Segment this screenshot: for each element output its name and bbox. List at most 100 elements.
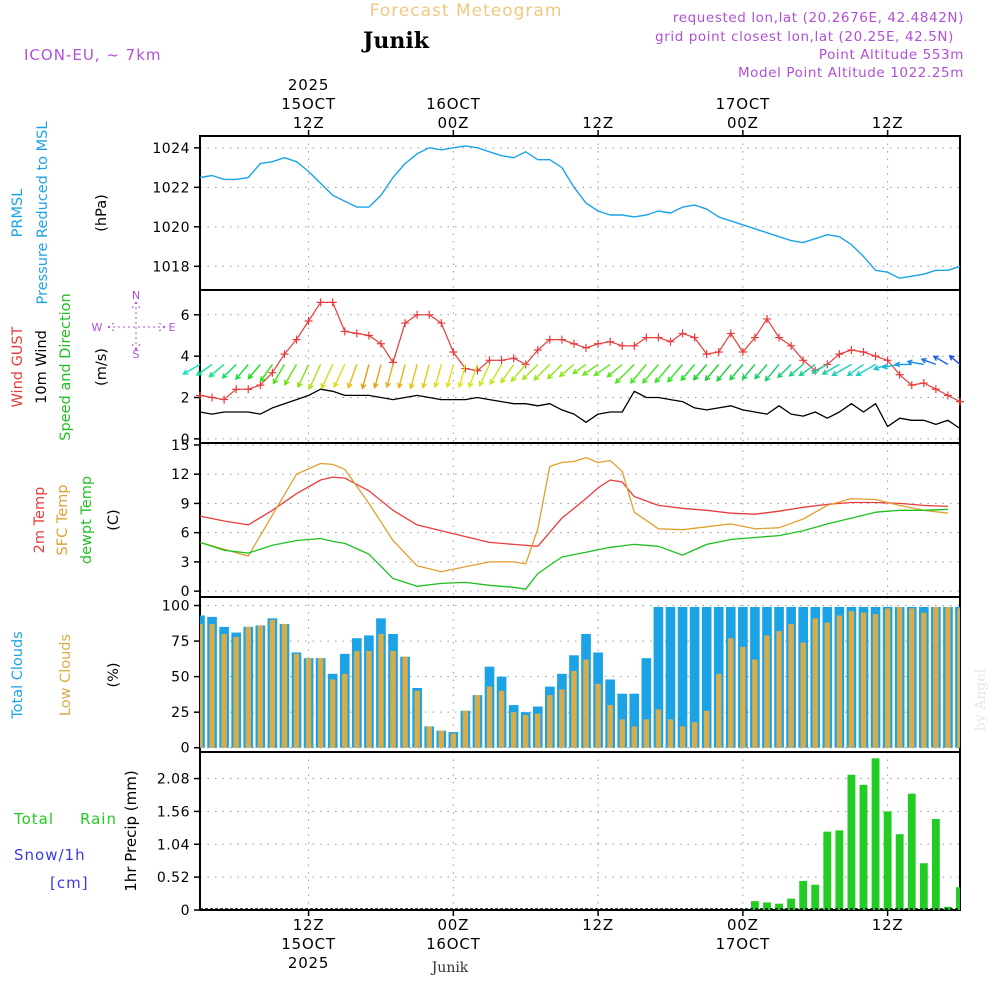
gust-marker [292,335,301,344]
wind-arrow [572,363,587,375]
low-clouds-bar [655,709,662,748]
temp-unit: (C) [106,509,122,530]
wind-arrow [478,364,491,387]
gust-marker [919,379,928,388]
total-clouds-bar [701,606,712,748]
gust-marker [907,381,916,390]
gust-marker [208,393,217,402]
low-clouds-bar [860,612,867,748]
low-clouds-bar [329,679,336,748]
y-tick-label: 0 [181,903,190,919]
wind-arrow [692,363,708,381]
clouds-unit: (%) [106,662,122,687]
wind-arrow [754,363,768,380]
wind-arrow [831,363,852,377]
point-altitude: Point Altitude 553m [819,47,964,63]
wind-arrow [297,364,310,389]
gust-marker [449,348,458,357]
low-clouds-bar [957,608,960,748]
y-tick-label: 1024 [152,141,190,157]
wind-arrow [855,363,876,377]
low-clouds-bar [257,625,264,748]
total-clouds-bar [629,693,640,748]
wind-arrow [408,364,418,390]
wind-arrow [948,354,961,365]
low-clouds-bar [776,631,782,748]
gust-marker [340,327,349,336]
wind-arrow [821,363,840,375]
low-clouds-bar [378,633,384,748]
gust-marker [304,317,313,326]
y-tick-label: 1022 [152,180,190,196]
rain-bar [751,901,759,910]
gust-marker [835,350,844,359]
gust-marker [883,356,892,365]
low-clouds-bar [921,612,927,748]
low-clouds-bar [884,608,891,748]
wind-arrow [221,363,237,379]
gust-marker [750,333,759,342]
wind-arrow [308,364,322,391]
dewpt-line [199,508,948,590]
total-clouds-bar [665,606,676,748]
panel-frame [199,751,961,911]
gust-marker [364,331,373,340]
rain-bar [847,774,856,910]
wind-arrow [704,363,720,382]
gust-marker [630,341,639,350]
bottom-time-label: 17OCT [716,935,771,953]
gust-marker [847,345,856,354]
low-clouds-bar [293,653,300,748]
low-clouds-bar [607,705,613,748]
dewpt-label: dewpt Temp [79,476,95,564]
compass-n: N [132,289,140,302]
gust-marker [666,337,675,346]
rain-bar [823,831,832,910]
low-clouds-bar [691,722,698,748]
y-tick-label: 6 [181,526,190,542]
low-clouds-bar [281,624,288,748]
gust-marker [642,333,651,342]
wind-arrow [614,363,635,384]
low-clouds-bar [933,606,939,748]
wind-arrow [716,363,732,382]
compass-e: E [169,321,176,334]
panel-precip: 0 0.52 1.04 1.56 2.08 [157,751,961,919]
low-clouds-bar [848,611,855,748]
wind-dir-label: Speed and Direction [58,293,74,440]
wind-arrow [489,364,503,386]
low-clouds-bar [450,733,457,748]
wind-arrow [272,364,286,385]
gust-marker [376,339,385,348]
low-clouds-bar [740,646,746,748]
rain-bar [799,880,808,910]
wind-arrow [533,363,551,381]
gust-marker [328,298,337,307]
chart-title: Forecast Meteogram [370,1,563,21]
gust-marker [244,385,253,394]
gust-marker [268,368,277,377]
gust-marker [738,348,747,357]
low-clouds-bar [414,690,420,748]
wind-arrow [906,359,924,366]
low-clouds-bar [824,622,831,748]
wind-label: 10m Wind [34,330,50,404]
gust-label: Wind GUST [10,326,26,407]
pressure-label-2: Pressure Reduced to MSL [35,122,51,305]
total-clouds-bar [653,606,664,748]
wind-arrow [346,364,358,389]
total-clouds-bar [641,658,652,748]
total-label: Total [13,810,54,828]
gust-marker [956,397,964,406]
y-tick-label: 1.56 [157,804,190,820]
rain-bar [835,830,844,910]
wind-arrow [798,363,816,377]
wind-arrow [764,363,780,382]
pressure-line [199,145,961,279]
wind-arrow [642,363,659,384]
wind-arrow [654,363,672,384]
bottom-time-label: 15OCT [281,935,336,953]
low-clouds-bar [498,690,505,748]
